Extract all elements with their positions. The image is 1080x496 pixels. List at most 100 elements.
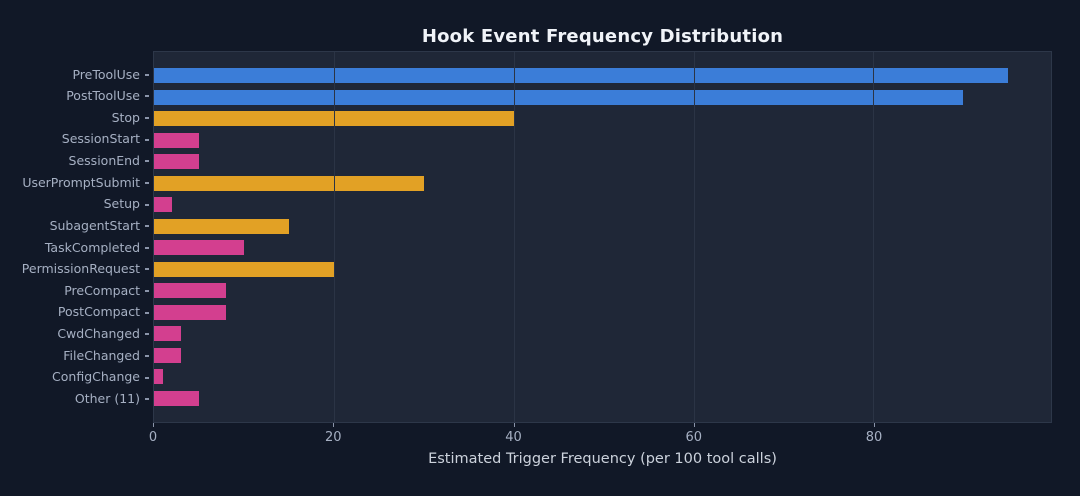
y-tick-mark xyxy=(145,354,149,357)
bar-row-sessionend xyxy=(154,151,1051,173)
category-label-stop: Stop xyxy=(111,109,140,125)
category-label-cwdchanged: CwdChanged xyxy=(57,326,140,342)
gridline-x-80 xyxy=(873,52,875,422)
category-label-other-11: Other (11) xyxy=(74,390,140,406)
bar-other-11 xyxy=(154,390,199,406)
bar-row-filechanged xyxy=(154,345,1051,367)
bar-row-configchange xyxy=(154,366,1051,388)
y-tick-row-configchange: ConfigChange xyxy=(0,367,151,389)
category-label-setup: Setup xyxy=(103,196,140,212)
bar-taskcompleted xyxy=(154,240,244,256)
category-label-taskcompleted: TaskCompleted xyxy=(44,239,140,255)
y-tick-mark xyxy=(145,225,149,228)
bar-permissionrequest xyxy=(154,261,334,277)
bar-configchange xyxy=(154,369,163,385)
gridline-x-40 xyxy=(513,52,515,422)
y-tick-mark xyxy=(145,181,149,184)
y-tick-mark xyxy=(145,290,149,293)
bar-row-permissionrequest xyxy=(154,259,1051,281)
category-label-subagentstart: SubagentStart xyxy=(49,217,140,233)
bar-row-subagentstart xyxy=(154,216,1051,238)
y-tick-row-sessionstart: SessionStart xyxy=(0,129,151,151)
x-tick-mark-60 xyxy=(693,423,695,427)
y-tick-mark xyxy=(145,333,149,336)
y-tick-row-setup: Setup xyxy=(0,194,151,216)
y-axis-labels: PreToolUse PostToolUse Stop SessionStart Ses… xyxy=(0,51,151,423)
y-tick-row-precompact: PreCompact xyxy=(0,280,151,302)
x-tick-label-0: 0 xyxy=(148,430,158,445)
x-axis-label: Estimated Trigger Frequency (per 100 too… xyxy=(428,451,777,467)
x-tick-label-40: 40 xyxy=(505,430,522,445)
y-tick-mark xyxy=(145,268,149,271)
y-tick-mark xyxy=(145,398,149,401)
bar-userpromptsubmit xyxy=(154,175,424,191)
category-label-permissionrequest: PermissionRequest xyxy=(21,261,140,277)
bar-setup xyxy=(154,197,172,213)
y-tick-row-sessionend: SessionEnd xyxy=(0,151,151,173)
y-tick-mark xyxy=(145,73,149,76)
x-tick-mark-0 xyxy=(153,423,154,427)
y-tick-mark xyxy=(145,138,149,141)
bar-row-userpromptsubmit xyxy=(154,173,1051,195)
y-tick-row-taskcompleted: TaskCompleted xyxy=(0,237,151,259)
bar-row-precompact xyxy=(154,280,1051,302)
y-tick-row-userpromptsubmit: UserPromptSubmit xyxy=(0,172,151,194)
y-tick-mark xyxy=(145,246,149,249)
bar-precompact xyxy=(154,283,226,299)
y-tick-mark xyxy=(145,160,149,163)
bars-layer xyxy=(154,52,1051,422)
y-tick-mark xyxy=(145,117,149,120)
bar-sessionstart xyxy=(154,132,199,148)
category-label-sessionstart: SessionStart xyxy=(61,131,140,147)
y-tick-row-stop: Stop xyxy=(0,107,151,129)
bar-posttooluse xyxy=(154,89,964,105)
category-label-pretooluse: PreToolUse xyxy=(72,66,140,82)
x-tick-mark-80 xyxy=(874,423,875,427)
bar-sessionend xyxy=(154,154,199,170)
gridline-x-20 xyxy=(333,52,335,422)
bar-row-taskcompleted xyxy=(154,237,1051,259)
x-tick-mark-20 xyxy=(333,423,335,427)
y-tick-row-other-11: Other (11) xyxy=(0,388,151,410)
y-tick-row-posttooluse: PostToolUse xyxy=(0,86,151,108)
y-tick-mark xyxy=(145,376,149,379)
category-label-sessionend: SessionEnd xyxy=(68,153,140,169)
bar-subagentstart xyxy=(154,218,289,234)
bar-row-pretooluse xyxy=(154,65,1051,87)
y-tick-mark xyxy=(145,311,149,314)
x-axis: 0 20 40 60 80 xyxy=(149,423,1052,449)
gridlines-layer xyxy=(154,52,1051,422)
y-tick-row-pretooluse: PreToolUse xyxy=(0,64,151,86)
bar-cwdchanged xyxy=(154,326,181,342)
gridline-x-60 xyxy=(693,52,695,422)
y-tick-row-permissionrequest: PermissionRequest xyxy=(0,259,151,281)
bar-row-postcompact xyxy=(154,302,1051,324)
y-tick-row-subagentstart: SubagentStart xyxy=(0,215,151,237)
category-label-userpromptsubmit: UserPromptSubmit xyxy=(22,174,140,190)
y-tick-row-filechanged: FileChanged xyxy=(0,345,151,367)
bar-row-other-11 xyxy=(154,388,1051,410)
category-label-configchange: ConfigChange xyxy=(52,369,140,385)
x-tick-label-20: 20 xyxy=(324,430,342,445)
y-tick-mark xyxy=(145,203,149,206)
category-label-precompact: PreCompact xyxy=(64,282,140,298)
category-label-posttooluse: PostToolUse xyxy=(66,88,140,104)
y-tick-row-postcompact: PostCompact xyxy=(0,302,151,324)
bar-postcompact xyxy=(154,304,226,320)
bar-filechanged xyxy=(154,347,181,363)
bar-row-setup xyxy=(154,194,1051,216)
y-tick-row-cwdchanged: CwdChanged xyxy=(0,324,151,346)
x-tick-label-80: 80 xyxy=(865,430,883,445)
x-tick-label-60: 60 xyxy=(685,430,703,445)
category-label-filechanged: FileChanged xyxy=(63,347,140,363)
y-tick-mark xyxy=(145,95,149,98)
chart-title: Hook Event Frequency Distribution xyxy=(421,26,784,47)
bar-row-sessionstart xyxy=(154,130,1051,152)
category-label-postcompact: PostCompact xyxy=(57,304,140,320)
x-tick-mark-40 xyxy=(513,423,515,427)
bar-pretooluse xyxy=(154,68,1009,84)
bar-row-cwdchanged xyxy=(154,323,1051,345)
plot-area xyxy=(153,51,1052,423)
bar-row-posttooluse xyxy=(154,87,1051,109)
